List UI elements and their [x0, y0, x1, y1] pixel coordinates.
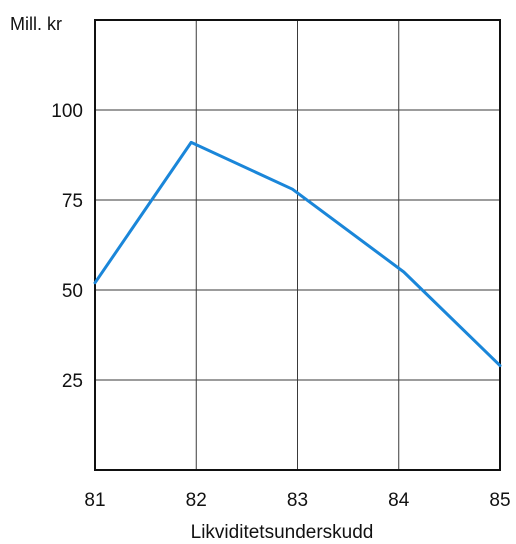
- x-tick-label-82: 82: [186, 490, 207, 511]
- x-tick-labels: 81 82 83 84 85: [84, 490, 510, 511]
- x-tick-label-84: 84: [388, 490, 410, 511]
- y-tick-label-50: 50: [62, 281, 83, 302]
- x-axis-label: Likviditetsunderskudd: [191, 522, 374, 543]
- y-tick-label-75: 75: [62, 191, 83, 212]
- grid: [95, 20, 500, 470]
- x-tick-label-85: 85: [489, 490, 510, 511]
- y-tick-label-100: 100: [51, 101, 83, 122]
- y-tick-labels: 25 50 75 100: [51, 101, 83, 392]
- series-group: [93, 140, 502, 368]
- y-tick-label-25: 25: [62, 371, 83, 392]
- x-tick-label-83: 83: [287, 490, 308, 511]
- unit-label: Mill. kr: [10, 14, 62, 34]
- plot-frame: [94, 19, 501, 471]
- x-tick-label-81: 81: [84, 490, 105, 511]
